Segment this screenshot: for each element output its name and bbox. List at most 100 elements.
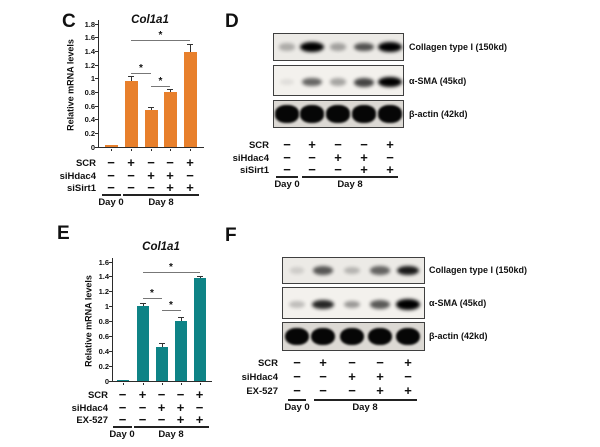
- condition-row-label-sihdac4: siHdac4: [59, 171, 96, 182]
- y-tick-mark: [109, 276, 112, 278]
- plus-minus-sign: −: [386, 150, 394, 165]
- sig-bracket-line: [161, 310, 181, 312]
- loading-control-band: [300, 105, 324, 123]
- error-bar: [180, 317, 182, 321]
- error-bar: [131, 75, 132, 81]
- y-tick-label: 0.2: [84, 128, 95, 138]
- bar: [183, 52, 197, 147]
- y-tick-label: 1.2: [84, 60, 95, 70]
- day8-group-label: Day 8: [337, 179, 363, 190]
- error-bar: [142, 302, 144, 306]
- x-tick-mark: [151, 148, 152, 151]
- error-bar-cap: [196, 276, 203, 278]
- y-tick-label: 0.8: [98, 317, 109, 326]
- plus-minus-sign: −: [293, 383, 301, 398]
- loading-control-band: [326, 105, 350, 123]
- error-bar-cap: [187, 43, 193, 45]
- blot-label-asma-f: α-SMA (45kd): [429, 298, 487, 308]
- y-tick-label: 1.2: [98, 287, 109, 297]
- y-tick-mark: [109, 365, 112, 367]
- condition-row-label-sihdac4: siHdac4: [232, 153, 269, 164]
- plus-minus-sign: −: [283, 137, 291, 152]
- y-tick-label: 0.6: [84, 101, 95, 111]
- condition-row-label-ex527: EX-527: [246, 386, 278, 397]
- sig-bracket-line: [131, 39, 190, 41]
- blot-label-asma-d: α-SMA (45kd): [409, 76, 467, 86]
- plus-minus-sign: −: [283, 162, 291, 177]
- error-bar-cap: [139, 302, 146, 304]
- plus-minus-sign: +: [376, 383, 384, 398]
- plus-minus-sign: −: [376, 355, 384, 370]
- sig-asterisk: *: [158, 75, 163, 87]
- y-tick-mark: [95, 37, 98, 39]
- y-tick-label: 0.4: [84, 115, 95, 125]
- plus-minus-sign: +: [127, 155, 135, 170]
- x-tick-mark: [111, 148, 112, 151]
- x-axis-line: [112, 381, 212, 383]
- plus-minus-sign: −: [348, 383, 356, 398]
- bar: [144, 110, 158, 147]
- y-tick-mark: [95, 132, 98, 134]
- protein-band: [300, 41, 324, 53]
- error-bar-cap: [128, 75, 134, 77]
- plus-minus-sign: −: [319, 383, 327, 398]
- plus-minus-sign: −: [404, 369, 412, 384]
- condition-row-label-ex527: EX-527: [76, 415, 108, 426]
- y-tick-mark: [95, 105, 98, 107]
- protein-band: [354, 42, 374, 52]
- protein-band: [396, 265, 420, 276]
- plus-minus-sign: −: [138, 412, 147, 427]
- day0-group-label: Day 0: [98, 197, 124, 208]
- day8-group-line: [314, 399, 417, 401]
- y-tick-mark: [109, 380, 112, 382]
- x-tick-mark: [170, 148, 171, 151]
- sig-asterisk: *: [169, 261, 173, 273]
- day8-group-line: [302, 176, 398, 178]
- error-bar: [190, 43, 191, 52]
- protein-band: [313, 266, 333, 275]
- y-tick-mark: [109, 291, 112, 293]
- protein-band: [329, 78, 347, 86]
- bar: [116, 379, 129, 381]
- error-bar: [161, 343, 163, 347]
- plus-minus-sign: −: [334, 162, 342, 177]
- condition-row-label-sisirt1: siSirt1: [239, 165, 269, 176]
- y-tick-label: 0: [104, 376, 109, 386]
- col1a1-bar-chart-c: 0 0.2 0.4 0.6 0.8 1 1.2 1.4 1.6 1.8 * * *: [85, 20, 204, 152]
- plus-minus-sign: +: [176, 412, 185, 427]
- col1a1-bar-chart-e: 0 0.2 0.4 0.6 0.8 1 1.2 1.4 1.6 * * *: [99, 258, 212, 386]
- plus-minus-sign: −: [293, 369, 301, 384]
- y-tick-label: 1.4: [84, 46, 95, 56]
- bar: [193, 277, 206, 381]
- protein-band: [289, 267, 305, 274]
- day0-group-line: [276, 176, 298, 178]
- sig-bracket-line: [142, 271, 200, 273]
- plus-minus-sign: −: [308, 162, 316, 177]
- blot-label-collagen-d: Collagen type I (150kd): [409, 42, 508, 52]
- day0-group-line: [102, 194, 121, 196]
- x-axis-line: [98, 147, 204, 149]
- protein-band: [289, 301, 305, 309]
- error-bar: [151, 106, 152, 111]
- plus-minus-sign: −: [107, 180, 115, 195]
- plus-minus-sign: −: [118, 412, 127, 427]
- x-tick-mark: [142, 382, 144, 385]
- protein-band: [370, 266, 390, 275]
- plus-minus-sign: +: [334, 150, 342, 165]
- bar: [136, 305, 149, 381]
- plus-minus-sign: −: [334, 137, 342, 152]
- plus-minus-sign: +: [376, 369, 384, 384]
- protein-band: [312, 299, 334, 310]
- panel-f-letter: F: [225, 225, 237, 246]
- plus-minus-sign: −: [118, 400, 127, 415]
- bar: [163, 92, 177, 147]
- y-tick-mark: [109, 335, 112, 337]
- plus-minus-sign: −: [283, 150, 291, 165]
- y-tick-label: 0.6: [98, 331, 109, 341]
- plus-minus-sign: +: [360, 162, 368, 177]
- condition-row-label-sisirt1: siSirt1: [66, 183, 96, 194]
- plus-minus-sign: +: [186, 180, 194, 195]
- error-bar-cap: [177, 317, 184, 319]
- plus-minus-sign: +: [404, 383, 412, 398]
- protein-band: [344, 267, 360, 274]
